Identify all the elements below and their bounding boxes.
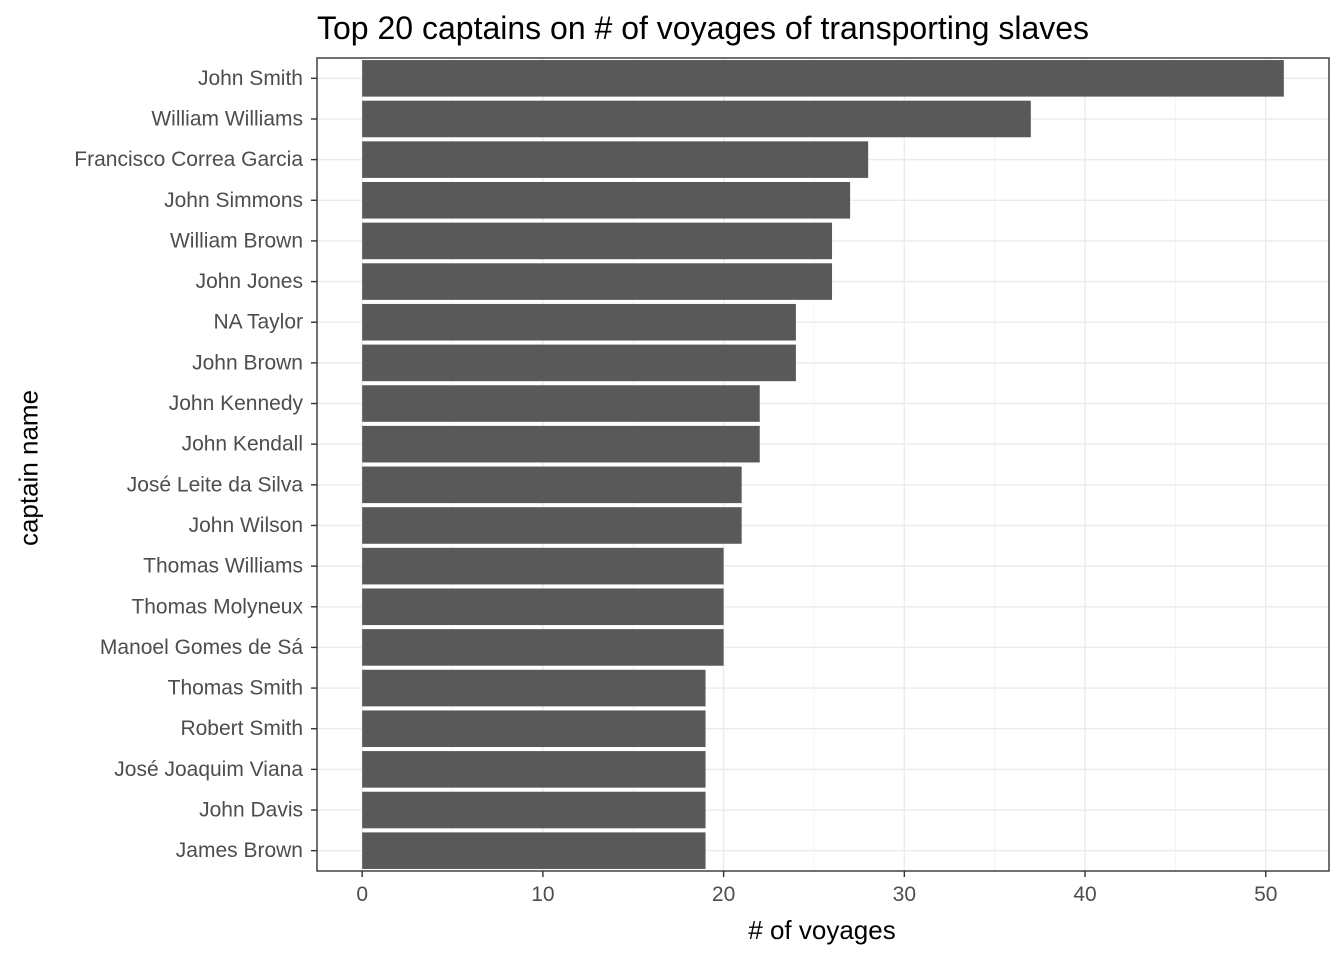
bar <box>362 303 796 341</box>
bars <box>362 60 1284 869</box>
y-tick-label: Thomas Molyneux <box>131 595 303 618</box>
bar <box>362 425 760 463</box>
y-tick-label: Thomas Williams <box>143 555 303 578</box>
bar <box>362 100 1031 138</box>
bar <box>362 791 706 829</box>
x-tick-label: 20 <box>712 883 735 906</box>
axes: John Smith William Williams Francisco Corr… <box>74 57 1330 906</box>
y-tick-label: John Wilson <box>189 514 303 537</box>
y-tick-label: Robert Smith <box>180 717 303 740</box>
y-tick-label: NA Taylor <box>214 311 304 334</box>
grid-lines <box>317 58 1329 871</box>
x-tick-label: 10 <box>531 883 554 906</box>
y-tick-label: William Williams <box>151 107 303 130</box>
chart-title: Top 20 captains on # of voyages of trans… <box>317 10 1090 46</box>
bar <box>362 507 742 544</box>
x-tick-label: 30 <box>893 883 916 906</box>
bar <box>362 629 724 666</box>
y-tick-label: Manoel Gomes de Sá <box>100 636 303 659</box>
bar <box>362 344 796 382</box>
y-tick-label: Francisco Correa Garcia <box>74 148 303 171</box>
y-tick-label: John Davis <box>199 799 303 822</box>
y-tick-label: José Joaquim Viana <box>114 758 303 781</box>
bar <box>362 181 851 219</box>
y-tick-label: José Leite da Silva <box>127 473 304 496</box>
y-tick-label: John Brown <box>192 351 303 374</box>
y-tick-label: Thomas Smith <box>168 677 303 700</box>
bar <box>362 751 706 788</box>
x-axis-title: # of voyages <box>748 915 896 945</box>
bar <box>362 547 724 585</box>
bar <box>362 141 869 178</box>
y-tick-label: John Smith <box>198 67 303 90</box>
y-tick-label: John Kendall <box>182 433 303 456</box>
bar <box>362 832 706 869</box>
x-tick-label: 40 <box>1073 883 1096 906</box>
bar <box>362 60 1284 97</box>
bar <box>362 263 833 300</box>
bar <box>362 385 760 422</box>
x-tick-label: 0 <box>356 883 368 906</box>
bar <box>362 222 833 260</box>
bar <box>362 669 706 707</box>
plot-border <box>316 57 1330 872</box>
y-tick-label: William Brown <box>170 229 303 252</box>
x-tick-label: 50 <box>1254 883 1277 906</box>
bar <box>362 466 742 504</box>
bar <box>362 710 706 748</box>
bar <box>362 588 724 626</box>
y-tick-label: John Kennedy <box>169 392 304 415</box>
y-tick-label: James Brown <box>176 839 303 862</box>
y-tick-label: John Simmons <box>164 189 303 212</box>
y-tick-label: John Jones <box>196 270 303 293</box>
